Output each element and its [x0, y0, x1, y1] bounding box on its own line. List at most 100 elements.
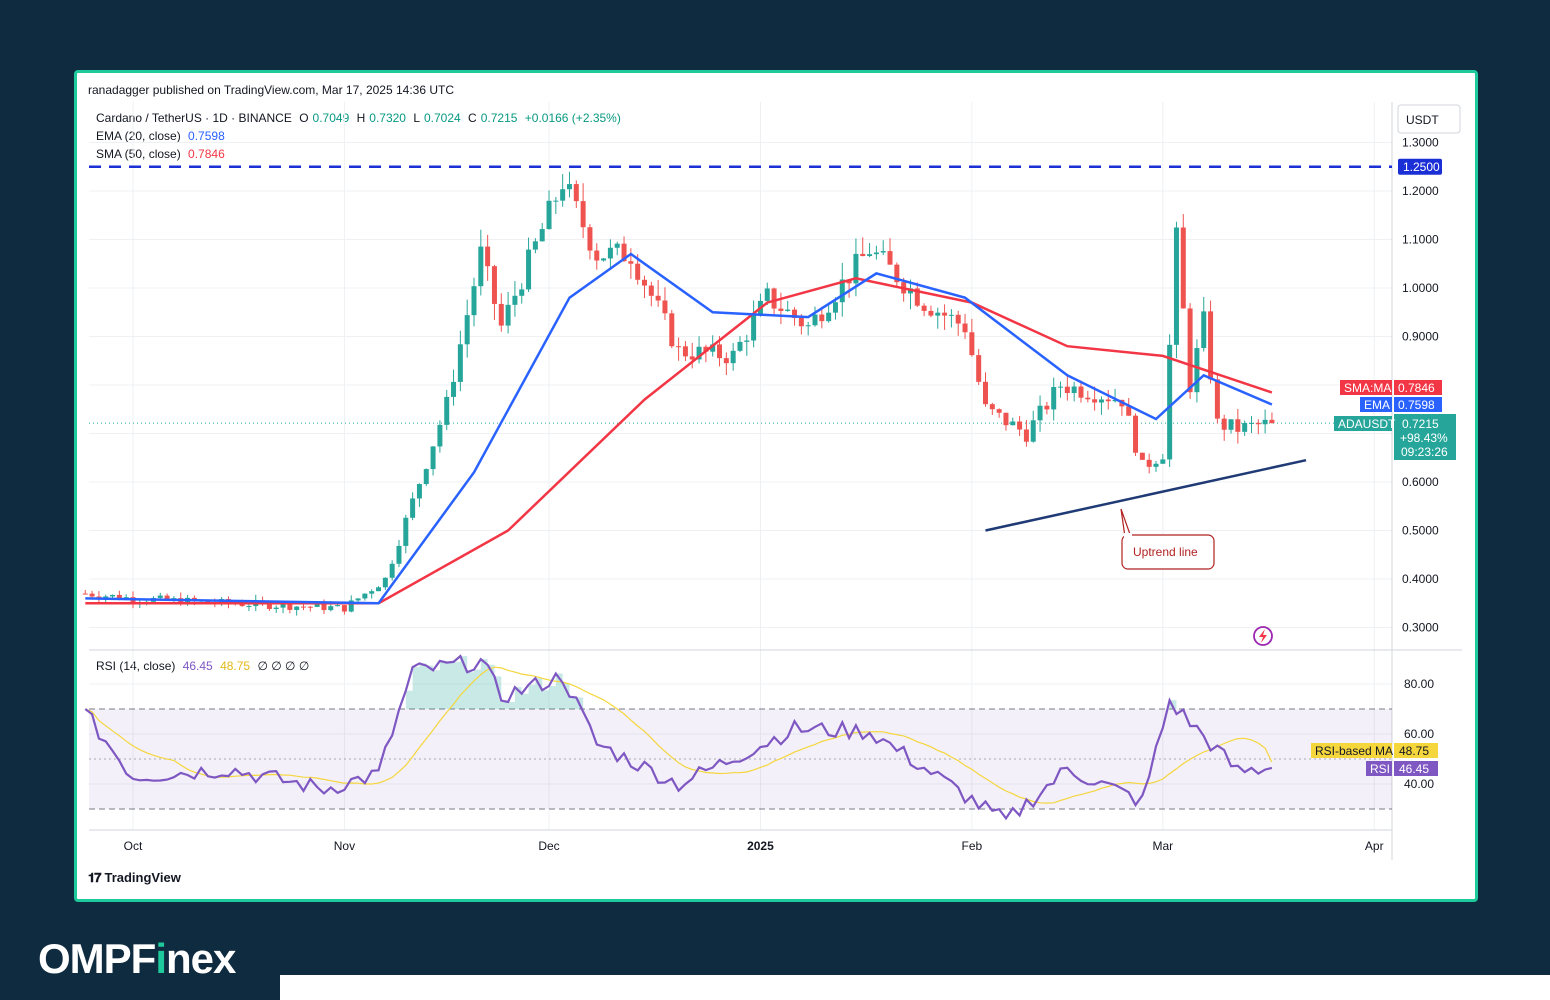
- candle-body: [1208, 311, 1214, 380]
- candle-body: [1010, 421, 1016, 426]
- candle-body: [355, 598, 361, 601]
- candle-body: [580, 201, 586, 228]
- time-tick-label: Mar: [1152, 839, 1173, 853]
- candle-body: [239, 603, 245, 607]
- sma-legend[interactable]: SMA (50, close) 0.7846: [96, 147, 225, 161]
- rsi-tick-label: 60.00: [1404, 727, 1434, 741]
- currency-label: USDT: [1406, 113, 1439, 127]
- candle-body: [1003, 412, 1009, 426]
- candle-body: [744, 340, 750, 342]
- candle-body: [1167, 344, 1173, 460]
- currency-box[interactable]: [1397, 104, 1461, 134]
- candle-body: [887, 251, 893, 265]
- rsi-ticks: 80.00 60.00 40.00: [1404, 677, 1434, 791]
- candle-body: [1173, 227, 1179, 345]
- candle-body: [1098, 399, 1104, 403]
- price-tick-label: 0.5000: [1402, 524, 1439, 538]
- tv-mark-icon: 𝟏𝟕: [88, 870, 102, 885]
- candle-body: [1044, 405, 1050, 410]
- candle-body: [669, 313, 675, 347]
- svg-text:+98.43%: +98.43%: [1400, 431, 1448, 445]
- svg-text:0.7846: 0.7846: [1398, 381, 1435, 395]
- candle-body: [1092, 399, 1098, 403]
- bottom-banner: [280, 975, 1550, 1000]
- tradingview-logo[interactable]: 𝟏𝟕 TradingView: [88, 870, 181, 885]
- candle-body: [505, 304, 511, 326]
- candle-body: [512, 295, 518, 305]
- ema-20-line[interactable]: [85, 252, 1273, 605]
- close-value: 0.7215: [480, 111, 518, 125]
- candle-body: [832, 302, 838, 313]
- candle-body: [1160, 459, 1166, 464]
- low-value: 0.7024: [424, 111, 461, 125]
- candle-body: [648, 285, 654, 296]
- price-ticks: 1.3000 1.2000 1.1000 1.0000 0.9000 0.6000 0.50…: [1402, 136, 1439, 635]
- uptrend-callout[interactable]: [1121, 534, 1215, 570]
- time-tick-label: Nov: [334, 839, 355, 853]
- symbol-name[interactable]: Cardano / TetherUS · 1D · BINANCE: [96, 111, 292, 125]
- candle-body: [485, 246, 491, 267]
- candle-body: [717, 344, 723, 359]
- candle-body: [860, 253, 866, 257]
- candle-body: [969, 332, 975, 356]
- ema-legend[interactable]: EMA (20, close) 0.7598: [96, 129, 225, 143]
- time-tick-label: Apr: [1365, 839, 1384, 853]
- candle-body: [457, 344, 463, 382]
- candle-body: [730, 350, 736, 364]
- candle-body: [880, 251, 886, 253]
- candle-body: [1180, 227, 1186, 309]
- candle-body: [751, 315, 757, 341]
- candle-body: [1133, 415, 1139, 453]
- rsi-legend[interactable]: RSI (14, close) 46.45 48.75 ∅ ∅ ∅ ∅: [96, 659, 310, 673]
- candle-body: [873, 252, 879, 255]
- candle-body: [491, 266, 497, 304]
- candle-body: [307, 606, 313, 608]
- published-line: ranadagger published on TradingView.com,…: [88, 83, 455, 97]
- svg-text:46.45: 46.45: [1399, 762, 1429, 776]
- lightning-icon[interactable]: [1253, 626, 1273, 646]
- candle-body: [246, 606, 252, 608]
- candle-body: [328, 606, 334, 611]
- candle-body: [1248, 422, 1254, 424]
- candle-body: [894, 264, 900, 283]
- uptrend-line[interactable]: [985, 458, 1307, 532]
- candle-body: [519, 289, 525, 296]
- time-tick-label: Oct: [124, 839, 143, 853]
- candle-body: [1078, 386, 1084, 398]
- candle-body: [1017, 421, 1023, 430]
- candle-body: [389, 563, 395, 578]
- candle-body: [839, 279, 845, 303]
- candle-body: [962, 323, 968, 333]
- candle-body: [573, 184, 579, 202]
- candle-body: [976, 355, 982, 382]
- candle-body: [764, 288, 770, 301]
- candle-body: [1030, 420, 1036, 442]
- time-tick-label: Feb: [962, 839, 983, 853]
- candle-body: [737, 341, 743, 351]
- candle-body: [314, 603, 320, 607]
- candle-body: [1139, 452, 1145, 460]
- ema-tag: EMA 0.7598: [1360, 397, 1442, 412]
- candle-body: [785, 309, 791, 311]
- candle-body: [478, 246, 484, 287]
- candle-body: [403, 517, 409, 546]
- candle-body: [587, 227, 593, 251]
- open-value: 0.7049: [312, 111, 350, 125]
- candle-body: [662, 300, 668, 314]
- rsi-legend-extra: ∅ ∅ ∅ ∅: [257, 659, 310, 673]
- candle-body: [1146, 459, 1152, 467]
- rsi-line[interactable]: [84, 654, 1273, 821]
- candle-body: [116, 594, 122, 600]
- rsi-ma-line[interactable]: [85, 666, 1273, 804]
- svg-text:EMA: EMA: [1364, 398, 1390, 412]
- candle-body: [1255, 422, 1261, 425]
- candle-body: [1228, 419, 1234, 430]
- candle-body: [539, 229, 545, 242]
- candle-body: [1058, 386, 1064, 388]
- candle-body: [1269, 419, 1275, 424]
- candle-body: [853, 253, 859, 284]
- candle-body: [178, 598, 184, 605]
- sma-50-line[interactable]: [85, 277, 1273, 605]
- candle-body: [423, 469, 429, 485]
